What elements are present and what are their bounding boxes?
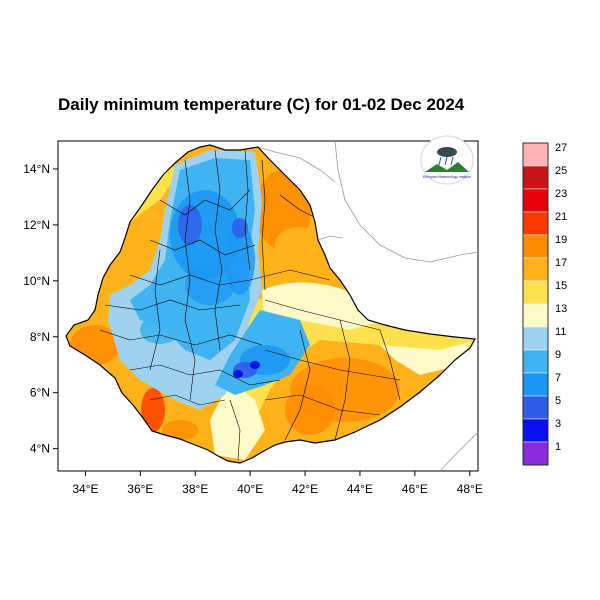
colorbar-label: 21: [555, 211, 567, 223]
lat-axis: 14°N 12°N 10°N 8°N 6°N 4°N: [23, 162, 58, 456]
agency-logo-icon: Ethiopian Meteorology Institute: [420, 135, 474, 185]
colorbar-swatch: [522, 188, 549, 213]
neighbor-borders: [257, 140, 479, 472]
lon-tick-label: 48°E: [457, 482, 483, 496]
colorbar-label: 25: [555, 165, 567, 177]
colorbar-frame: [522, 142, 549, 466]
colorbar-label: 13: [555, 303, 567, 315]
colorbar-swatch: [522, 280, 549, 305]
colorbar-label: 9: [555, 349, 561, 361]
lat-tick-label: 14°N: [23, 162, 50, 176]
colorbar: 27 25 23 21 19 17 15 13 11 9 7 5 3 1: [522, 142, 567, 466]
colorbar-label: 17: [555, 257, 567, 269]
colorbar-label: 1: [555, 441, 561, 453]
colorbar-swatch: [522, 257, 549, 282]
lat-tick-label: 6°N: [30, 386, 50, 400]
colorbar-swatch: [522, 418, 549, 443]
colorbar-label: 3: [555, 418, 561, 430]
colorbar-label: 5: [555, 395, 561, 407]
colorbar-swatch: [522, 326, 549, 351]
colorbar-label: 15: [555, 280, 567, 292]
lon-tick-label: 44°E: [347, 482, 373, 496]
colorbar-swatch: [522, 303, 549, 328]
lon-tick-label: 46°E: [402, 482, 428, 496]
lon-tick-label: 38°E: [182, 482, 208, 496]
colorbar-swatch: [522, 142, 549, 167]
lat-tick-label: 10°N: [23, 274, 50, 288]
colorbar-label: 23: [555, 188, 567, 200]
logo-text: Ethiopian Meteorology Institute: [423, 175, 471, 179]
lon-tick-label: 42°E: [292, 482, 318, 496]
lat-tick-label: 12°N: [23, 218, 50, 232]
colorbar-label: 7: [555, 372, 561, 384]
colorbar-label: 27: [555, 142, 567, 154]
lat-tick-label: 8°N: [30, 330, 50, 344]
colorbar-swatch: [522, 234, 549, 259]
colorbar-label: 11: [555, 326, 566, 338]
colorbar-swatch: [522, 211, 549, 236]
colorbar-swatch: [522, 395, 549, 420]
admin-boundaries: [99, 149, 401, 461]
lat-tick-label: 4°N: [30, 442, 50, 456]
colorbar-swatch: [522, 349, 549, 374]
lon-tick-label: 40°E: [237, 482, 263, 496]
map-title: Daily minimum temperature (C) for 01-02 …: [58, 95, 465, 114]
colorbar-swatch: [522, 372, 549, 397]
colorbar-label: 19: [555, 234, 567, 246]
lon-tick-label: 36°E: [127, 482, 153, 496]
lon-axis: 34°E 36°E 38°E 40°E 42°E 44°E 46°E 48°E: [72, 471, 483, 496]
colorbar-swatch: [522, 441, 549, 466]
colorbar-swatch: [522, 165, 549, 190]
lon-tick-label: 34°E: [72, 482, 98, 496]
